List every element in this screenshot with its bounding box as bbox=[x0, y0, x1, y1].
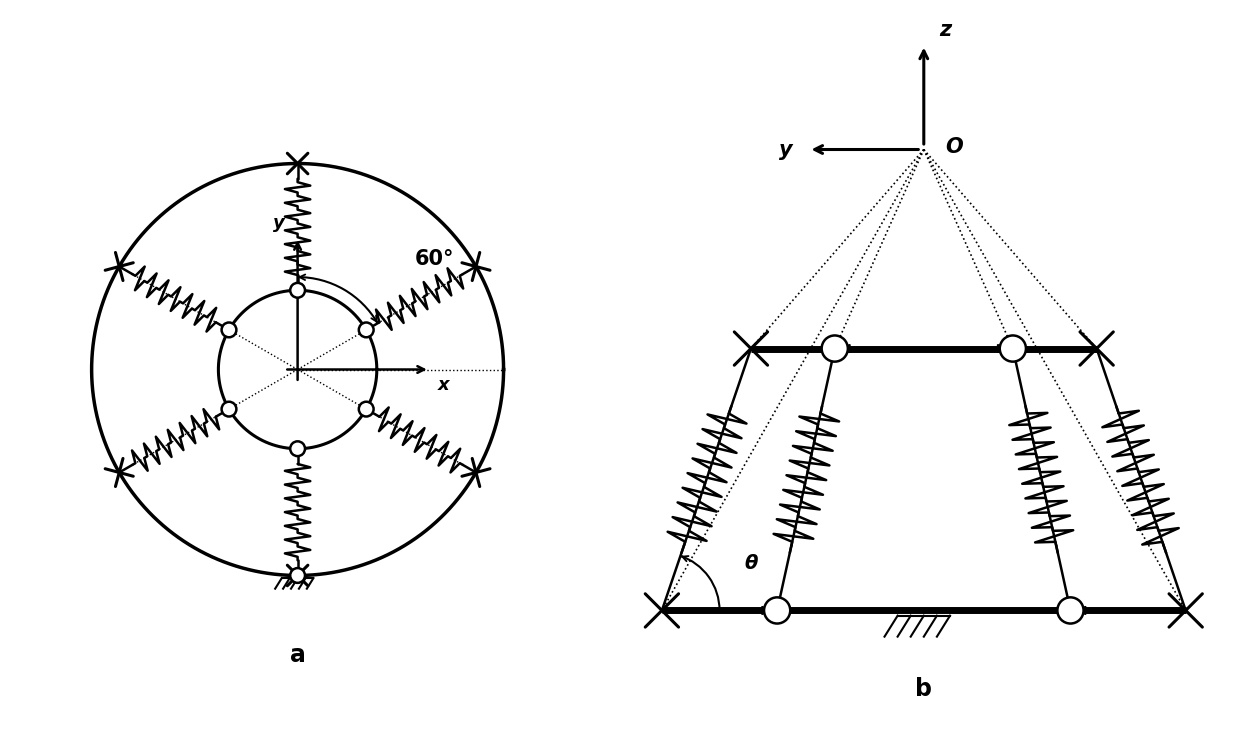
Text: O: O bbox=[945, 137, 962, 157]
Text: x: x bbox=[438, 376, 449, 395]
Circle shape bbox=[822, 336, 848, 361]
Circle shape bbox=[290, 568, 305, 583]
Circle shape bbox=[1058, 597, 1084, 624]
Text: y: y bbox=[273, 214, 285, 232]
Circle shape bbox=[999, 336, 1025, 361]
Text: θ: θ bbox=[744, 554, 758, 573]
Circle shape bbox=[358, 402, 373, 417]
Text: z: z bbox=[940, 19, 951, 39]
Circle shape bbox=[290, 441, 305, 456]
Circle shape bbox=[358, 322, 373, 337]
Circle shape bbox=[290, 283, 305, 298]
Text: y: y bbox=[779, 140, 792, 160]
Circle shape bbox=[222, 402, 237, 417]
Text: a: a bbox=[290, 643, 305, 667]
Text: 60°: 60° bbox=[415, 248, 455, 268]
Text: b: b bbox=[915, 677, 932, 701]
Circle shape bbox=[764, 597, 790, 624]
Circle shape bbox=[222, 322, 237, 337]
